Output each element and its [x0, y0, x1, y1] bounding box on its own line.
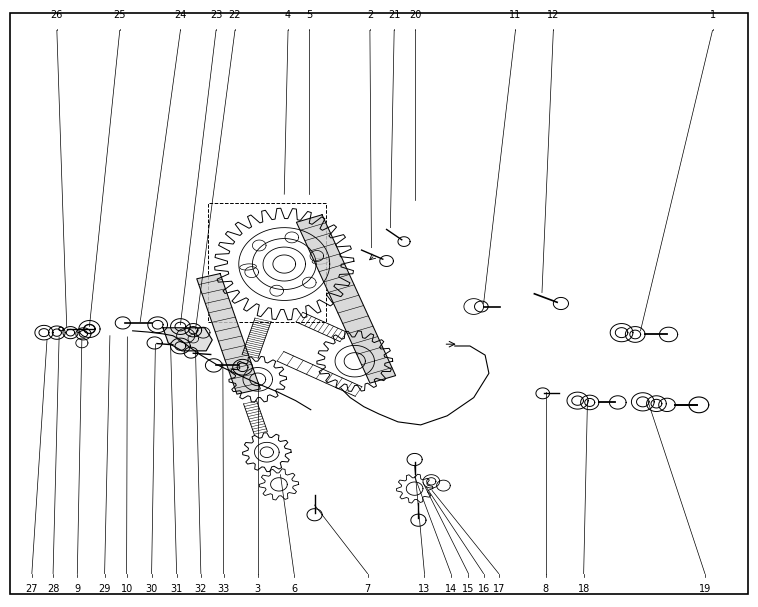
Text: 13: 13 — [418, 584, 431, 594]
Text: 29: 29 — [99, 584, 111, 594]
Text: 21: 21 — [388, 10, 400, 20]
Text: 1: 1 — [709, 10, 716, 20]
Polygon shape — [296, 215, 396, 383]
Text: 19: 19 — [699, 584, 711, 594]
Text: 12: 12 — [547, 10, 559, 20]
Text: 11: 11 — [509, 10, 522, 20]
Text: 5: 5 — [306, 10, 312, 20]
Polygon shape — [197, 274, 260, 394]
Text: 14: 14 — [445, 584, 457, 594]
Text: 17: 17 — [493, 584, 505, 594]
Text: 31: 31 — [171, 584, 183, 594]
Text: 27: 27 — [26, 584, 38, 594]
Text: 30: 30 — [146, 584, 158, 594]
Ellipse shape — [240, 264, 256, 270]
Text: 26: 26 — [51, 10, 63, 20]
Bar — [208, 203, 326, 322]
Text: 32: 32 — [195, 584, 207, 594]
Text: 8: 8 — [543, 584, 549, 594]
Text: 18: 18 — [578, 584, 590, 594]
Text: 6: 6 — [291, 584, 297, 594]
Ellipse shape — [312, 258, 329, 264]
Text: 2: 2 — [367, 10, 373, 20]
Text: 33: 33 — [218, 584, 230, 594]
Text: 24: 24 — [174, 10, 186, 20]
Text: 28: 28 — [47, 584, 59, 594]
Text: 7: 7 — [365, 584, 371, 594]
Text: 23: 23 — [210, 10, 222, 20]
Text: 10: 10 — [121, 584, 133, 594]
Text: 3: 3 — [255, 584, 261, 594]
Polygon shape — [163, 328, 212, 351]
Text: 15: 15 — [462, 584, 475, 594]
Text: 20: 20 — [409, 10, 421, 20]
Text: 25: 25 — [114, 10, 126, 20]
Text: 9: 9 — [74, 584, 80, 594]
Text: 22: 22 — [229, 10, 241, 20]
Text: 4: 4 — [285, 10, 291, 20]
Text: 16: 16 — [478, 584, 490, 594]
